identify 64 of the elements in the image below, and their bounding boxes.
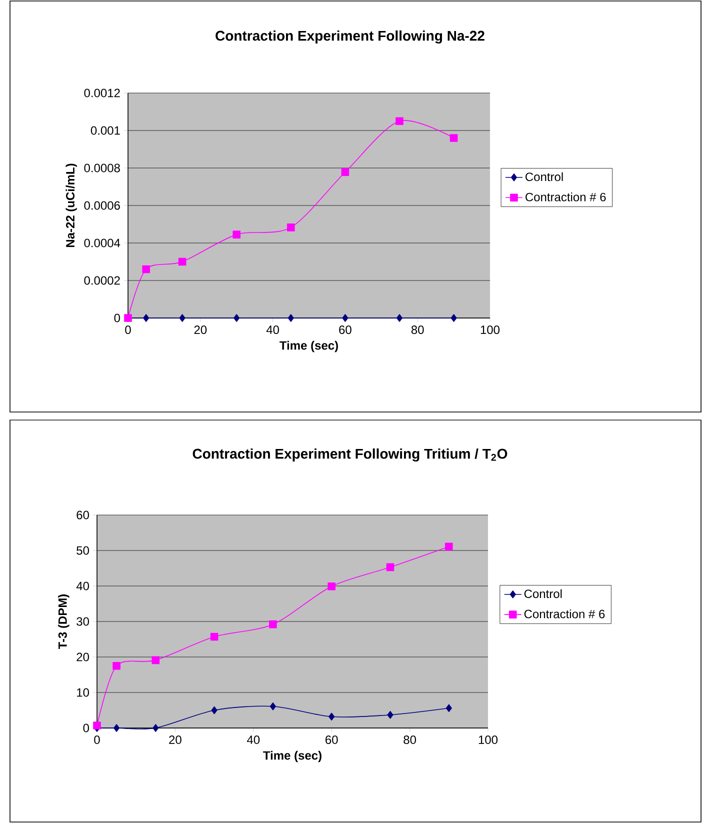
point: [328, 712, 335, 721]
point: [286, 224, 295, 232]
point: [114, 724, 120, 732]
point: [450, 314, 457, 322]
x-tick-label: 40: [247, 736, 260, 744]
x-tick-label: 0: [125, 326, 131, 334]
legend-label: Contraction # 6: [524, 609, 605, 618]
chart-title: Contraction Experiment Following Na-22: [216, 30, 484, 44]
x-tick-label: 20: [194, 326, 207, 334]
point: [211, 706, 218, 714]
x-tick-label: 100: [480, 326, 500, 334]
y-tick-label: 0.001: [90, 126, 120, 135]
x-tick-label: 100: [478, 736, 498, 744]
y-tick-label: 60: [76, 510, 89, 520]
point: [112, 662, 120, 670]
y-tick-label: 20: [76, 652, 89, 662]
point: [387, 710, 394, 719]
point: [142, 265, 150, 274]
legend-label: Contraction # 6: [526, 192, 606, 202]
y-tick-label: 0.0006: [84, 201, 120, 210]
legend-label: Control: [524, 589, 562, 598]
point: [444, 542, 453, 550]
point: [93, 722, 101, 730]
y-tick-label: 30: [76, 617, 89, 626]
x-tick-label: 20: [169, 736, 182, 744]
point: [341, 168, 350, 176]
legend-label: Control: [526, 172, 563, 182]
x-axis-title: Time (sec): [263, 750, 322, 762]
point: [270, 702, 276, 710]
point: [288, 314, 294, 322]
point: [234, 314, 240, 322]
point: [152, 656, 160, 664]
x-tick-label: 60: [326, 736, 338, 744]
point: [143, 314, 150, 322]
y-tick-label: 40: [76, 582, 89, 590]
chart-title: Contraction Experiment Following Tritium / T$_{2}$O: [192, 448, 508, 462]
x-tick-label: 40: [266, 326, 280, 334]
point: [342, 314, 348, 322]
point: [179, 314, 186, 322]
point: [386, 563, 394, 572]
y-axis-title: T-3 (DPM): [58, 594, 70, 650]
y-tick-label: 50: [76, 546, 89, 555]
y-tick-label: 0.0002: [84, 276, 120, 285]
point: [396, 314, 403, 322]
y-tick-label: 0.0008: [84, 164, 120, 172]
point: [178, 258, 186, 266]
point: [152, 724, 159, 732]
point: [232, 230, 240, 238]
x-tick-label: 80: [404, 736, 416, 744]
point: [210, 632, 218, 641]
y-tick-label: 0: [83, 724, 89, 732]
y-tick-label: 10: [77, 688, 89, 697]
y-axis-title: Na-22 (uCi/mL): [66, 164, 77, 248]
x-axis-title: Time (sec): [280, 340, 338, 352]
x-tick-label: 80: [411, 326, 424, 334]
point: [396, 117, 404, 126]
y-tick-label: 0.0012: [84, 88, 120, 98]
point: [328, 582, 336, 590]
y-tick-label: 0: [114, 314, 120, 322]
point: [269, 620, 277, 628]
y-tick-label: 0.0004: [84, 238, 120, 248]
x-tick-label: 60: [339, 326, 352, 334]
point: [450, 134, 458, 142]
point: [446, 704, 452, 712]
